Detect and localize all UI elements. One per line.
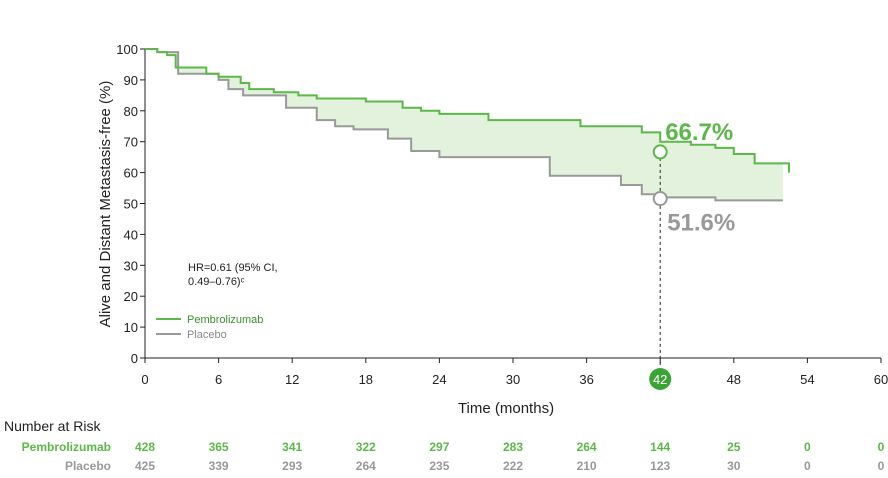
x-tick-label: 60 [874,372,888,387]
y-tick-label: 70 [124,135,138,150]
placebo-callout-point [652,191,668,207]
placebo-callout-label: 51.6% [667,210,735,237]
risk-value: 322 [356,440,376,454]
risk-value: 0 [804,440,811,454]
y-tick-label: 40 [124,227,138,242]
risk-value: 25 [727,440,741,454]
risk-value: 425 [135,459,155,473]
risk-value: 0 [804,459,811,473]
risk-value: 0 [878,459,885,473]
pembrolizumab-callout-point [652,144,668,160]
y-tick-label: 20 [124,289,138,304]
x-tick-label: 24 [432,372,446,387]
survival-curves [145,48,790,202]
legend: Pembrolizumab Placebo [156,314,263,341]
risk-value: 283 [503,440,523,454]
x-tick-label: 6 [215,372,222,387]
risk-table-title: Number at Risk [4,418,101,434]
y-tick-label: 60 [124,166,138,181]
risk-value: 339 [209,459,229,473]
placebo-line [145,48,783,202]
x-tick-label: 0 [141,372,148,387]
difference-fill [145,49,783,201]
legend-label: Pembrolizumab [187,314,263,326]
y-tick-label: 50 [124,197,138,212]
x-tick-label: 54 [800,372,814,387]
x-tick-label: 42 [653,372,667,387]
risk-value: 0 [878,440,885,454]
x-tick-label: 48 [727,372,741,387]
risk-value: 341 [282,440,302,454]
risk-value: 293 [282,459,302,473]
risk-value: 222 [503,459,523,473]
y-tick-label: 10 [124,320,138,335]
hr-annotation-line1: HR=0.61 (95% CI, [188,262,278,274]
risk-value: 428 [135,440,155,454]
risk-value: 264 [356,459,376,473]
risk-value: 30 [727,459,741,473]
risk-row-label: Pembrolizumab [22,440,111,454]
y-axis-title: Alive and Distant Metastasis-free (%) [97,81,114,328]
risk-value: 144 [650,440,670,454]
risk-value: 123 [650,459,670,473]
axes: 0 10 20 30 40 50 60 70 80 90 100 0 6 12 18 24 30 36 42 48 54… [116,42,888,390]
callouts: 66.7% 51.6% [652,119,735,368]
x-tick-highlight-circle [649,368,672,390]
risk-value: 365 [209,440,229,454]
risk-value: 210 [577,459,597,473]
x-tick-label: 30 [506,372,520,387]
risk-value: 235 [429,459,449,473]
risk-row-label: Placebo [65,459,111,473]
y-tick-label: 0 [131,351,138,366]
y-tick-label: 80 [124,104,138,119]
difference-fill-area [145,49,783,201]
risk-table: Number at Risk Pembrolizumab 428 365 341 322… [4,418,885,473]
risk-value: 264 [577,440,597,454]
pembrolizumab-callout-label: 66.7% [665,119,733,146]
pembrolizumab-line [145,48,790,173]
annotations: HR=0.61 (95% CI, 0.49–0.76)ᶜ Time (month… [97,81,554,417]
x-axis-title: Time (months) [458,400,554,417]
risk-value: 297 [429,440,449,454]
hr-annotation-line2: 0.49–0.76)ᶜ [188,276,245,288]
x-tick-label: 12 [285,372,299,387]
y-tick-label: 100 [116,42,138,57]
legend-label: Placebo [187,329,227,341]
y-tick-label: 30 [124,258,138,273]
y-tick-label: 90 [124,73,138,88]
x-tick-label: 36 [579,372,593,387]
x-tick-label: 18 [359,372,373,387]
